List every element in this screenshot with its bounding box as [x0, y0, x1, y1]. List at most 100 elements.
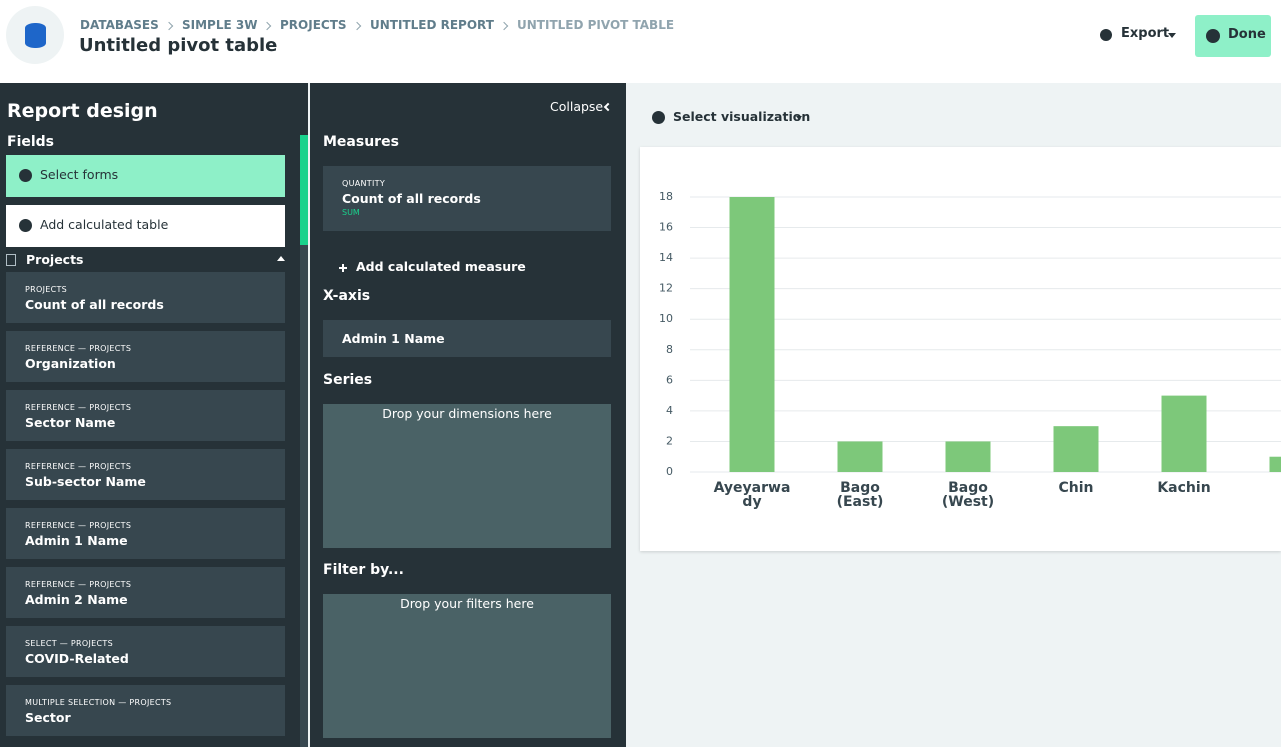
- field-kind: REFERENCE — PROJECTS: [25, 403, 132, 412]
- drop-hint: Drop your dimensions here: [382, 406, 552, 421]
- measure-card[interactable]: QUANTITY Count of all records SUM: [323, 166, 611, 231]
- field-name: Admin 1 Name: [25, 533, 128, 548]
- x-tick-label: K: [1253, 481, 1281, 495]
- measure-aggregation: SUM: [342, 208, 360, 217]
- chart: 0 2 4 6 8 10 12 14 16 18: [659, 190, 1281, 478]
- y-tick-label: 18: [659, 190, 673, 203]
- db-icon: [25, 23, 46, 48]
- collapse-icon[interactable]: [603, 102, 613, 112]
- done-icon: [1206, 29, 1220, 43]
- separator: [262, 21, 272, 31]
- y-tick-label: 14: [659, 251, 673, 264]
- field-kind: REFERENCE — PROJECTS: [25, 344, 132, 353]
- field-kind: PROJECTS: [25, 285, 68, 294]
- field-card[interactable]: SELECT — PROJECTS COVID-Related: [6, 626, 285, 677]
- filter-drop[interactable]: Drop your filters here: [323, 594, 611, 738]
- separator: [164, 21, 174, 31]
- measure-kind: QUANTITY: [342, 179, 386, 188]
- field-kind: REFERENCE — PROJECTS: [25, 462, 132, 471]
- export-button[interactable]: Export: [1100, 26, 1180, 46]
- done-label: Done: [1228, 27, 1266, 42]
- bar: [837, 441, 883, 472]
- scrollbar: [300, 135, 308, 747]
- label: Add calculated table: [40, 217, 169, 232]
- sidebar: Report design Fields Select forms Add ca…: [0, 83, 308, 747]
- filter-label: Filter by...: [323, 562, 404, 578]
- field-kind: MULTIPLE SELECTION — PROJECTS: [25, 698, 172, 707]
- y-tick-label: 8: [666, 343, 673, 356]
- done-button[interactable]: Done: [1195, 15, 1271, 57]
- y-tick-label: 4: [666, 404, 673, 417]
- field-name: Sector Name: [25, 415, 116, 430]
- viz-icon: [652, 111, 665, 124]
- bar: [729, 197, 775, 472]
- caret: [796, 116, 802, 123]
- breadcrumb[interactable]: SIMPLE 3W: [182, 18, 258, 32]
- plus-icon: [342, 264, 344, 272]
- field-card[interactable]: REFERENCE — PROJECTS Organization: [6, 331, 285, 382]
- select-visualization[interactable]: Select visualization: [673, 109, 811, 124]
- add-measure[interactable]: Add calculated measure: [356, 259, 526, 274]
- measure-name: Count of all records: [342, 191, 481, 206]
- y-tick-label: 6: [666, 373, 673, 386]
- fields-label: Fields: [7, 134, 55, 150]
- field-kind: SELECT — PROJECTS: [25, 639, 113, 648]
- field-card[interactable]: PROJECTS Count of all records: [6, 272, 285, 323]
- breadcrumb[interactable]: DATABASES: [80, 18, 159, 32]
- icon: [19, 169, 32, 182]
- field-name: Sector: [25, 710, 71, 725]
- breadcrumb[interactable]: PROJECTS: [280, 18, 347, 32]
- xaxis-card[interactable]: Admin 1 Name: [323, 320, 611, 357]
- field-name: Organization: [25, 356, 116, 371]
- field-card[interactable]: REFERENCE — PROJECTS Sub-sector Name: [6, 449, 285, 500]
- logo: [6, 6, 64, 64]
- group-label[interactable]: Projects: [26, 252, 84, 267]
- collapse-label[interactable]: Collapse: [550, 99, 604, 114]
- drop-hint: Drop your filters here: [400, 596, 534, 611]
- select-forms-button[interactable]: Select forms: [6, 155, 285, 197]
- field-kind: REFERENCE — PROJECTS: [25, 580, 132, 589]
- series-label: Series: [323, 372, 373, 388]
- field-kind: REFERENCE — PROJECTS: [25, 521, 132, 530]
- x-tick-label: Kachin: [1157, 480, 1211, 496]
- separator: [352, 21, 362, 31]
- xaxis-label: X-axis: [323, 288, 371, 304]
- measures-label: Measures: [323, 134, 399, 150]
- breadcrumb: UNTITLED PIVOT TABLE: [517, 18, 675, 32]
- field-name: Count of all records: [25, 297, 164, 312]
- page-title: Untitled pivot table: [79, 35, 278, 56]
- bar: [945, 441, 991, 472]
- separator: [499, 21, 509, 31]
- x-tick-label: Ayeyarwady: [713, 480, 791, 510]
- breadcrumb[interactable]: UNTITLED REPORT: [370, 18, 494, 32]
- caret: [1168, 33, 1176, 42]
- y-tick-label: 16: [659, 221, 673, 234]
- field-card[interactable]: MULTIPLE SELECTION — PROJECTS Sector: [6, 685, 285, 736]
- export-label: Export: [1121, 26, 1170, 41]
- x-tick-label: Bago (West): [941, 480, 995, 510]
- scroll-thumb[interactable]: [300, 135, 308, 245]
- export-icon: [1100, 29, 1112, 41]
- breadcrumbs: DATABASES SIMPLE 3W PROJECTS UNTITLED REPOR…: [80, 18, 780, 34]
- y-tick-label: 12: [659, 282, 673, 295]
- x-tick-label: Bago (East): [836, 480, 884, 510]
- series-drop[interactable]: Drop your dimensions here: [323, 404, 611, 548]
- field-card[interactable]: REFERENCE — PROJECTS Admin 2 Name: [6, 567, 285, 618]
- collapse-caret[interactable]: [277, 256, 285, 261]
- field-card[interactable]: REFERENCE — PROJECTS Admin 1 Name: [6, 508, 285, 559]
- sidebar-title: Report design: [7, 100, 158, 122]
- y-tick-label: 10: [659, 312, 673, 325]
- field-card[interactable]: REFERENCE — PROJECTS Sector Name: [6, 390, 285, 441]
- bar: [1161, 395, 1207, 472]
- y-tick-label: 2: [666, 434, 673, 447]
- bar: [1053, 426, 1099, 472]
- add-table-button[interactable]: Add calculated table: [6, 205, 285, 247]
- xaxis-name: Admin 1 Name: [342, 331, 445, 346]
- x-tick-label: Chin: [1058, 480, 1094, 496]
- header: DATABASES SIMPLE 3W PROJECTS UNTITLED REPOR…: [0, 0, 1281, 83]
- icon: [19, 219, 32, 232]
- design-panel: Collapse Measures QUANTITY Count of all …: [310, 83, 626, 747]
- field-name: COVID-Related: [25, 651, 129, 666]
- chart-card: 0 2 4 6 8 10 12 14 16 18 Ayeyarwady Bago (East) Bag…: [640, 147, 1281, 551]
